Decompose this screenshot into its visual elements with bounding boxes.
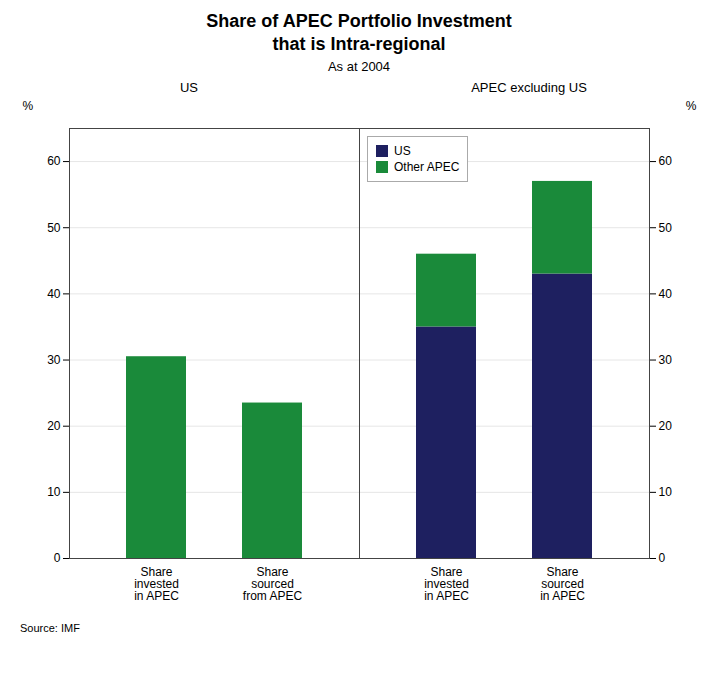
svg-text:Shareinvestedin APEC: Shareinvestedin APEC <box>424 565 469 603</box>
html-text:Share of APEC Portfolio Invest: Share of APEC Portfolio Investment that … <box>206 11 512 54</box>
svg-text:%: % <box>686 99 697 113</box>
svg-text:40: 40 <box>659 287 673 301</box>
svg-text:30: 30 <box>659 353 673 367</box>
svg-text:10: 10 <box>659 485 673 499</box>
svg-text:50: 50 <box>47 221 61 235</box>
svg-text:10: 10 <box>47 485 61 499</box>
svg-text:Sharesourcedfrom APEC: Sharesourcedfrom APEC <box>243 565 303 603</box>
svg-text:60: 60 <box>47 154 61 168</box>
svg-text:50: 50 <box>659 221 673 235</box>
svg-text:0: 0 <box>659 551 666 565</box>
html-text:Source: IMF: Source: IMF <box>20 622 80 634</box>
html-text:As at 2004: As at 2004 <box>327 59 391 74</box>
html-text:US: US <box>394 144 411 158</box>
html-text:US: US <box>180 80 198 95</box>
svg-text:Sharesourcedin APEC: Sharesourcedin APEC <box>540 565 585 603</box>
svg-text:%: % <box>23 99 34 113</box>
svg-text:40: 40 <box>47 287 61 301</box>
svg-text:20: 20 <box>47 419 61 433</box>
svg-text:60: 60 <box>659 154 673 168</box>
svg-text:0: 0 <box>54 551 61 565</box>
svg-text:30: 30 <box>47 353 61 367</box>
svg-text:Shareinvestedin APEC: Shareinvestedin APEC <box>134 565 179 603</box>
html-text:APEC excluding US: APEC excluding US <box>471 80 587 95</box>
svg-text:20: 20 <box>659 419 673 433</box>
html-text:Other APEC: Other APEC <box>394 160 460 174</box>
